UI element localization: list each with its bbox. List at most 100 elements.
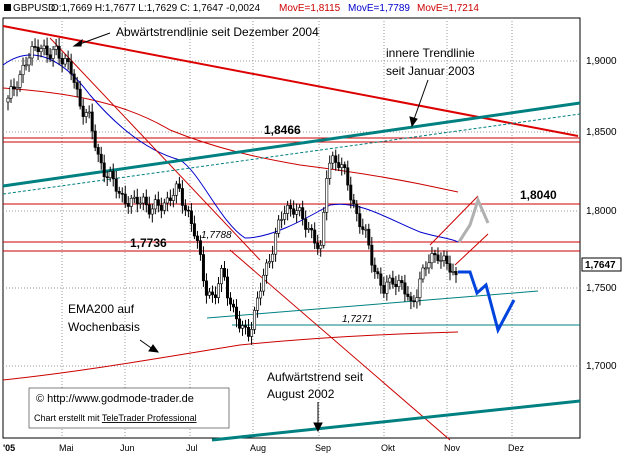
candle-body xyxy=(238,318,242,329)
candle-body xyxy=(340,164,344,168)
candle-body xyxy=(105,176,109,179)
ema-short-line xyxy=(2,54,459,243)
annotation-arrows xyxy=(72,32,429,433)
candle-body xyxy=(204,280,208,296)
candle-body xyxy=(277,219,281,234)
candle-body xyxy=(18,74,22,88)
candle-body xyxy=(295,210,299,215)
y-tick-label: 1,8500 xyxy=(586,127,617,138)
annotation-uptrend-2: August 2002 xyxy=(267,387,335,401)
candle-body xyxy=(334,155,338,163)
forecast-gray-path xyxy=(457,195,490,243)
candle-body xyxy=(207,291,211,296)
candle-body xyxy=(15,87,19,90)
header-ohlc: O:1,7669 H:1,7677 L:1,7629 C: 1,7647 -0,… xyxy=(51,3,260,14)
candle-body xyxy=(355,203,359,214)
copyright-text: © http://www.godmode-trader.de xyxy=(36,393,194,405)
arrow-downtrend xyxy=(76,32,111,46)
candle-body xyxy=(54,45,58,50)
candle-body xyxy=(313,229,317,244)
credit-link[interactable]: TeleTrader Professional xyxy=(102,413,197,423)
candle-body xyxy=(108,171,112,178)
candle-body xyxy=(69,61,73,75)
candle-body xyxy=(262,274,266,292)
y-tick-label: 1,7000 xyxy=(586,361,617,372)
candle-body xyxy=(361,226,365,230)
candle-body xyxy=(225,276,229,299)
annotation-ema200-1: EMA200 auf xyxy=(68,302,135,316)
candle-body xyxy=(283,213,287,220)
annotation-level-17788: 1,7788 xyxy=(201,230,232,241)
candle-body xyxy=(168,197,172,201)
support-line xyxy=(206,290,539,319)
x-tick-label: Jun xyxy=(120,443,135,453)
candle-body xyxy=(310,227,314,231)
credit-text: Chart erstellt mit TeleTrader Profession… xyxy=(34,413,197,423)
candle-body xyxy=(448,263,452,273)
candle-body xyxy=(153,199,157,210)
candle-body xyxy=(132,196,136,199)
candle-body xyxy=(102,162,106,178)
candle-body xyxy=(6,97,10,103)
x-tick-label: '05 xyxy=(3,443,15,453)
candle-body xyxy=(442,255,446,261)
candle-body xyxy=(232,303,236,308)
candle-body xyxy=(280,219,284,221)
candle-body xyxy=(210,291,214,296)
y-axis: 1,9000 1,8500 1,8000 1,7500 1,7000 xyxy=(586,56,617,372)
candle-body xyxy=(111,171,115,180)
annotation-level-18466: 1,8466 xyxy=(264,123,301,137)
candle-body xyxy=(165,197,169,204)
candle-body xyxy=(325,178,329,213)
header-ma3: MovE=1,7214 xyxy=(417,3,479,14)
plot-frame xyxy=(2,17,581,439)
candle-body xyxy=(451,271,455,273)
arrow-inner-trend xyxy=(412,79,429,123)
candle-body xyxy=(192,223,196,237)
annotation-level-17736: 1,7736 xyxy=(130,236,167,250)
candle-body xyxy=(337,162,341,168)
x-axis: '05 Mai Jun Jul Aug Sep Okt Nov Dez xyxy=(3,443,525,453)
channel-line-lower xyxy=(454,233,489,266)
annotation-level-18040: 1,8040 xyxy=(520,188,557,202)
candle-body xyxy=(78,88,82,107)
ema200-line xyxy=(2,331,459,381)
candle-body xyxy=(9,86,13,99)
candle-body xyxy=(114,178,118,192)
candle-body xyxy=(391,277,395,285)
candle-body xyxy=(57,45,61,59)
forecast-blue-path xyxy=(458,270,516,335)
candle-body xyxy=(195,235,199,241)
annotation-downtrend: Abwärtstrendlinie seit Dezember 2004 xyxy=(116,25,319,39)
candle-body xyxy=(174,183,178,196)
candle-body xyxy=(427,262,431,269)
candle-body xyxy=(298,207,302,211)
candle-body xyxy=(322,211,326,246)
candle-body xyxy=(409,296,413,302)
candle-body xyxy=(397,280,401,287)
candle-body xyxy=(183,205,187,211)
candle-body xyxy=(36,46,40,53)
channel-line-upper xyxy=(429,195,479,246)
steep-trend-line-1 xyxy=(49,37,261,261)
candle-body xyxy=(250,329,254,337)
header-ma1: MovE=1,8115 xyxy=(279,3,341,14)
candle-body xyxy=(439,260,443,262)
candle-body xyxy=(403,282,407,295)
candle-body xyxy=(349,184,353,201)
copyright-box: © http://www.godmode-trader.de Chart ers… xyxy=(28,387,230,429)
candle-body xyxy=(117,191,121,194)
candle-body xyxy=(177,183,181,189)
candle-body xyxy=(244,325,248,328)
candle-body xyxy=(415,297,419,303)
candle-body xyxy=(213,294,217,298)
candle-body xyxy=(81,105,85,117)
candle-body xyxy=(418,278,422,298)
candle-body xyxy=(433,253,437,256)
y-tick-label: 1,9000 xyxy=(586,56,617,67)
candle-body xyxy=(228,297,232,305)
candle-body xyxy=(436,254,440,261)
candle-body xyxy=(400,280,404,284)
